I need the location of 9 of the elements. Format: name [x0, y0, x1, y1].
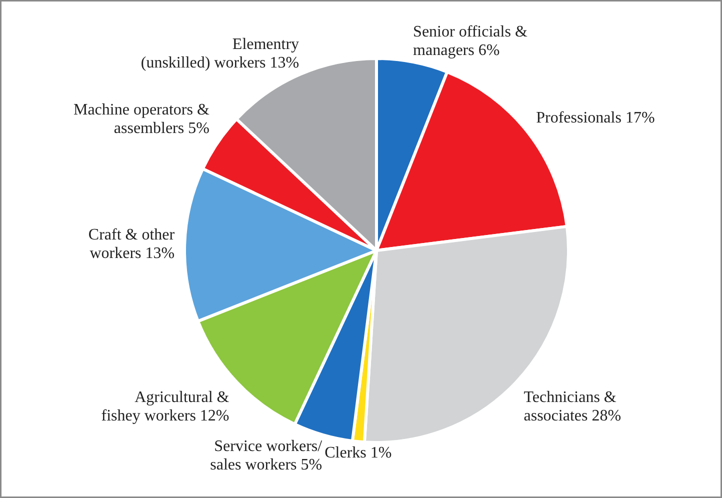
slice-label: Professionals 17%: [536, 110, 655, 127]
slice-label: Elementry (unskilled) workers 13%: [140, 36, 300, 72]
slice-label: Craft & other workers 13%: [88, 226, 176, 262]
slice-label: Agricultural & fishey workers 12%: [101, 388, 230, 424]
slice-label: Senior officials & managers 6%: [413, 23, 528, 59]
slice-label: Clerks 1%: [324, 444, 392, 462]
slice-label: Technicians & associates 28%: [524, 388, 622, 424]
slice-label: Service workers/ sales workers 5%: [210, 438, 323, 474]
slice-label: Machine operators & assemblers 5%: [73, 101, 210, 137]
